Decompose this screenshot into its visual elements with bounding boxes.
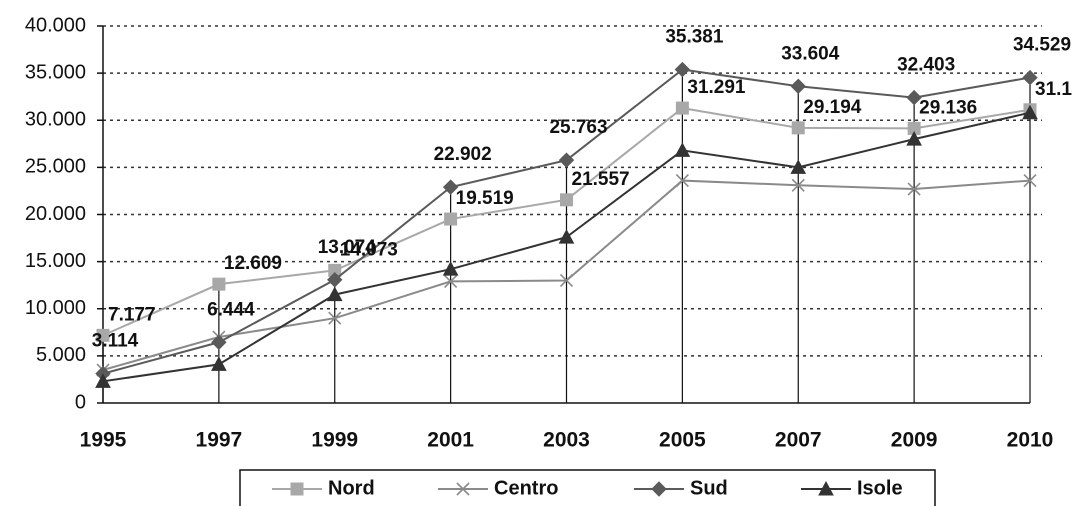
marker	[442, 179, 459, 195]
data-label: 33.604	[781, 43, 840, 64]
x-tick-label: 2001	[427, 429, 474, 452]
y-tick-label: 25.000	[25, 156, 86, 178]
y-tick-label: 35.000	[25, 61, 86, 83]
data-label: 29.136	[919, 97, 977, 118]
y-tick-label: 10.000	[25, 297, 86, 319]
marker	[675, 101, 689, 115]
data-label: 31.112	[1035, 79, 1072, 100]
marker	[559, 273, 574, 288]
x-tick-label: 2010	[1007, 429, 1054, 452]
marker	[906, 89, 922, 106]
x-tick-label: 1997	[196, 429, 243, 452]
data-label: 25.763	[549, 117, 607, 138]
marker	[558, 229, 575, 244]
marker	[211, 334, 227, 350]
data-label: 14.073	[340, 239, 398, 260]
x-tick-label: 2005	[659, 429, 706, 452]
data-label: 32.403	[897, 55, 955, 76]
marker	[212, 277, 226, 291]
marker	[818, 480, 834, 496]
marker	[790, 78, 806, 94]
x-tick-label: 2003	[543, 429, 590, 452]
data-label: 6.444	[207, 299, 255, 320]
data-label: 35.381	[665, 27, 724, 48]
legend: Nord Centro Sud Isole	[239, 469, 936, 506]
data-label: 31.291	[687, 77, 746, 98]
marker	[326, 286, 343, 302]
y-tick-label: 30.000	[25, 109, 86, 131]
data-label: 21.557	[572, 169, 630, 190]
marker	[651, 481, 667, 497]
marker	[790, 159, 807, 174]
marker	[906, 131, 922, 146]
data-label: 19.519	[456, 188, 514, 209]
marker	[1022, 69, 1038, 86]
marker	[674, 142, 691, 157]
y-tick-label: 5.000	[36, 344, 86, 366]
marker	[558, 152, 575, 168]
y-tick-label: 15.000	[25, 250, 86, 272]
marker	[95, 373, 111, 388]
marker	[675, 174, 689, 188]
data-label: 29.194	[803, 97, 862, 118]
marker	[560, 193, 573, 207]
marker	[96, 328, 110, 342]
marker	[442, 261, 459, 276]
data-label: 12.609	[224, 253, 282, 274]
y-tick-label: 40.000	[25, 14, 86, 36]
data-label: 3.114	[92, 331, 139, 352]
marker	[1022, 104, 1038, 120]
marker	[211, 356, 227, 371]
data-label: 34.529	[1013, 35, 1071, 56]
data-label: 7.177	[108, 304, 156, 325]
x-tick-label: 1995	[80, 429, 127, 452]
legend-label: Isole	[857, 477, 903, 499]
data-label: 22.902	[434, 144, 492, 165]
legend-label: Sud	[690, 477, 728, 499]
marker	[290, 482, 304, 496]
marker	[907, 182, 921, 196]
marker	[328, 311, 342, 325]
marker	[791, 121, 805, 135]
x-tick-label: 1999	[311, 429, 358, 452]
marker	[456, 482, 470, 496]
x-tick-label: 2007	[775, 429, 822, 452]
marker	[1023, 174, 1037, 188]
data-label: 13.074	[318, 237, 377, 258]
marker	[444, 212, 458, 226]
y-tick-label: 20.000	[25, 203, 86, 225]
marker	[444, 274, 458, 288]
legend-label: Nord	[328, 477, 375, 499]
marker	[791, 178, 805, 192]
x-tick-label: 2009	[891, 429, 938, 452]
y-tick-label: 0	[75, 391, 86, 413]
legend-label: Centro	[494, 477, 558, 499]
marker	[674, 61, 691, 78]
